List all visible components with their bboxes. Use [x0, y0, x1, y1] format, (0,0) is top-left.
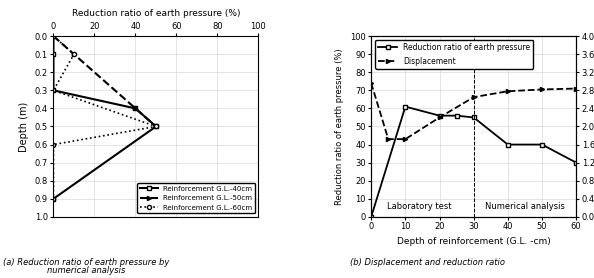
Reinforcement G.L.-60cm — [50, 143, 57, 146]
Displacement — [470, 95, 477, 99]
Displacement — [385, 138, 392, 141]
Reinforcement G.L.-60cm — [71, 53, 78, 56]
Text: numerical analysis: numerical analysis — [47, 266, 125, 275]
Y-axis label: Reduction ratio of earth pressure (%): Reduction ratio of earth pressure (%) — [336, 48, 345, 205]
Reinforcement G.L.-50cm — [132, 107, 139, 110]
Reduction ratio of earth pressure — [538, 143, 545, 146]
Text: Numerical analysis: Numerical analysis — [485, 202, 565, 212]
Line: Reinforcement G.L.-60cm: Reinforcement G.L.-60cm — [51, 34, 158, 201]
Legend: Reduction ratio of earth pressure, Displacement: Reduction ratio of earth pressure, Displ… — [375, 40, 533, 69]
Reduction ratio of earth pressure — [573, 161, 580, 164]
Reduction ratio of earth pressure — [453, 114, 460, 117]
Displacement — [504, 90, 511, 93]
Reinforcement G.L.-40cm — [50, 89, 57, 92]
Reduction ratio of earth pressure — [436, 114, 443, 117]
Reinforcement G.L.-60cm — [50, 89, 57, 92]
Reinforcement G.L.-60cm — [50, 197, 57, 200]
Text: (a) Reduction ratio of earth pressure by: (a) Reduction ratio of earth pressure by — [3, 258, 169, 267]
Reinforcement G.L.-40cm — [132, 107, 139, 110]
Reinforcement G.L.-60cm — [50, 34, 57, 38]
Reduction ratio of earth pressure — [402, 105, 409, 108]
Reinforcement G.L.-50cm — [71, 53, 78, 56]
Displacement — [538, 88, 545, 91]
Reduction ratio of earth pressure — [368, 215, 375, 219]
Displacement — [436, 116, 443, 119]
X-axis label: Depth of reinforcement (G.L. -cm): Depth of reinforcement (G.L. -cm) — [397, 237, 551, 246]
Reinforcement G.L.-40cm — [50, 34, 57, 38]
Text: (b) Displacement and reduction ratio: (b) Displacement and reduction ratio — [350, 258, 505, 267]
Reinforcement G.L.-60cm — [153, 125, 160, 128]
Line: Displacement: Displacement — [369, 81, 579, 141]
Displacement — [573, 87, 580, 90]
Displacement — [368, 81, 375, 85]
Displacement — [402, 138, 409, 141]
Reinforcement G.L.-50cm — [153, 125, 160, 128]
Text: Laboratory test: Laboratory test — [387, 202, 451, 212]
Line: Reduction ratio of earth pressure: Reduction ratio of earth pressure — [369, 105, 579, 219]
Y-axis label: Depth (m): Depth (m) — [19, 101, 29, 152]
Reinforcement G.L.-40cm — [50, 197, 57, 200]
Reduction ratio of earth pressure — [470, 116, 477, 119]
Line: Reinforcement G.L.-50cm: Reinforcement G.L.-50cm — [51, 34, 158, 128]
Legend: Reinforcement G.L.-40cm, Reinforcement G.L.-50cm, Reinforcement G.L.-60cm: Reinforcement G.L.-40cm, Reinforcement G… — [137, 183, 255, 214]
Reinforcement G.L.-50cm — [50, 34, 57, 38]
Line: Reinforcement G.L.-40cm: Reinforcement G.L.-40cm — [51, 34, 158, 201]
Reduction ratio of earth pressure — [504, 143, 511, 146]
Reinforcement G.L.-40cm — [153, 125, 160, 128]
Reinforcement G.L.-40cm — [50, 53, 57, 56]
X-axis label: Reduction ratio of earth pressure (%): Reduction ratio of earth pressure (%) — [72, 9, 240, 18]
